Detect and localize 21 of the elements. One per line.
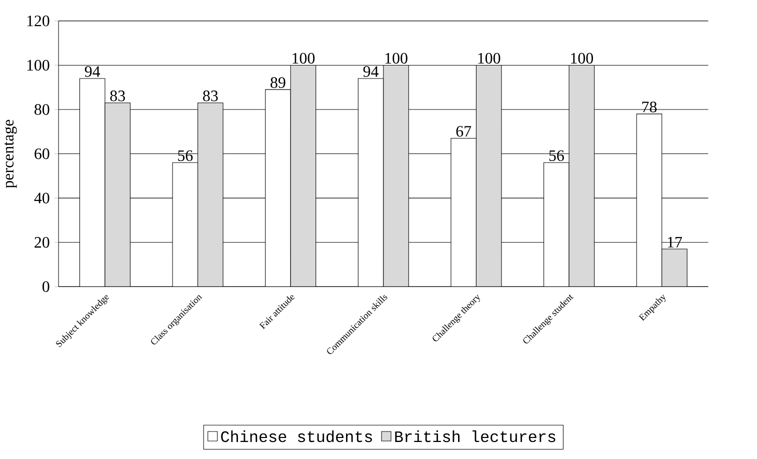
y-tick-label: 80 [34,104,50,115]
legend-label: British lecturers [395,430,556,442]
data-label: 67 [456,126,472,136]
data-label: 89 [270,77,286,88]
data-label: 78 [642,101,657,112]
data-label: 100 [571,52,594,64]
legend-label: Chinese students [221,430,372,442]
data-label: 100 [292,52,315,64]
data-label: 100 [385,52,408,64]
y-tick-label: 0 [42,281,50,292]
y-axis-title: percentage [4,120,17,188]
y-tick-label: 120 [27,15,50,26]
y-tick-label: 100 [27,60,50,70]
y-tick-label: 60 [34,148,50,159]
data-label: 94 [84,66,100,77]
data-label: 83 [203,90,218,102]
data-label: 83 [110,90,125,102]
data-label: 100 [478,52,500,64]
y-tick-label: 20 [34,236,50,248]
y-tick-label: 40 [34,192,50,204]
data-label: 94 [363,66,379,77]
